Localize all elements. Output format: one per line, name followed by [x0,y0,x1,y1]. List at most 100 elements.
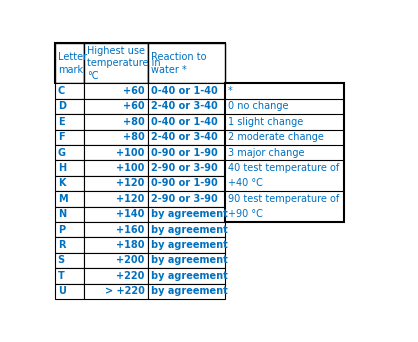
Text: 0-90 or 1-90: 0-90 or 1-90 [150,179,217,188]
Text: G: G [58,148,66,158]
Bar [148,130,225,145]
Bar [84,43,148,83]
Bar [84,284,148,299]
Text: +120: +120 [116,179,145,188]
Text: H: H [58,163,66,173]
Bar [55,268,84,284]
Text: Highest use
temperature in
°C: Highest use temperature in °C [87,46,161,81]
Text: 1 slight change: 1 slight change [228,117,303,127]
Text: +160: +160 [116,225,145,235]
Text: +40 °C: +40 °C [228,179,263,188]
Bar [55,222,84,237]
Bar [55,83,84,99]
Bar [84,222,148,237]
Bar [55,207,84,222]
Text: T: T [58,271,64,281]
Text: D: D [58,102,66,111]
Bar [148,83,225,99]
Bar [148,43,225,83]
Text: by agreement: by agreement [150,225,227,235]
Text: > +220: > +220 [104,286,145,296]
Text: F: F [58,132,64,142]
Text: 2 moderate change: 2 moderate change [228,132,324,142]
Bar [55,145,84,160]
Text: +80: +80 [123,132,145,142]
Bar [148,237,225,253]
Text: by agreement: by agreement [150,271,227,281]
Text: by agreement: by agreement [150,209,227,219]
Bar [148,191,225,207]
Text: +200: +200 [116,255,145,265]
Text: 0-40 or 1-40: 0-40 or 1-40 [150,117,217,127]
Text: 0-90 or 1-90: 0-90 or 1-90 [150,148,217,158]
Bar [148,222,225,237]
Bar [148,268,225,284]
Bar [84,191,148,207]
Text: +120: +120 [116,194,145,204]
Bar [55,43,84,83]
Text: by agreement: by agreement [150,240,227,250]
Bar [55,160,84,176]
Text: S: S [58,255,65,265]
Text: +60: +60 [123,86,145,96]
Text: 2-40 or 3-40: 2-40 or 3-40 [150,102,217,111]
Text: +60: +60 [123,102,145,111]
Text: 2-90 or 3-90: 2-90 or 3-90 [150,194,217,204]
Text: 0 no change: 0 no change [228,102,289,111]
Bar [84,237,148,253]
Bar [84,130,148,145]
Bar [148,99,225,114]
Text: P: P [58,225,65,235]
Bar [55,191,84,207]
Bar [84,207,148,222]
Bar [148,207,225,222]
Bar [55,284,84,299]
Text: 2-90 or 3-90: 2-90 or 3-90 [150,163,217,173]
Bar [148,145,225,160]
Text: 90 test temperature of: 90 test temperature of [228,194,339,204]
Text: E: E [58,117,64,127]
Text: +100: +100 [116,148,145,158]
Bar [148,176,225,191]
Bar [55,253,84,268]
Bar [55,130,84,145]
Bar [84,253,148,268]
Bar [84,160,148,176]
Text: 0-40 or 1-40: 0-40 or 1-40 [150,86,217,96]
Text: +100: +100 [116,163,145,173]
Bar [148,114,225,130]
Text: R: R [58,240,65,250]
Text: +220: +220 [116,271,145,281]
Bar [55,43,225,83]
Text: M: M [58,194,67,204]
Text: 40 test temperature of: 40 test temperature of [228,163,339,173]
Text: Reaction to
water *: Reaction to water * [150,52,206,75]
Text: by agreement: by agreement [150,255,227,265]
Text: +180: +180 [116,240,145,250]
Bar [148,160,225,176]
Text: C: C [58,86,65,96]
Bar [84,268,148,284]
Text: +80: +80 [123,117,145,127]
Bar [225,83,344,222]
Text: *: * [228,86,233,96]
Text: 3 major change: 3 major change [228,148,305,158]
Text: by agreement: by agreement [150,286,227,296]
Bar [84,83,148,99]
Text: +90 °C: +90 °C [228,209,263,219]
Bar [84,176,148,191]
Text: +140: +140 [116,209,145,219]
Bar [55,237,84,253]
Bar [148,284,225,299]
Text: K: K [58,179,65,188]
Bar [84,99,148,114]
Bar [55,176,84,191]
Text: N: N [58,209,66,219]
Text: 2-40 or 3-40: 2-40 or 3-40 [150,132,217,142]
Bar [148,253,225,268]
Bar [84,145,148,160]
Text: Letter
mark: Letter mark [58,52,87,75]
Bar [84,114,148,130]
Bar [55,114,84,130]
Bar [55,99,84,114]
